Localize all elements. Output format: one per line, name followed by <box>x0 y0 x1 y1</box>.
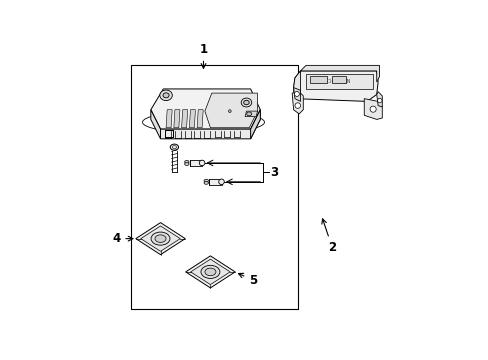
Polygon shape <box>204 93 257 128</box>
Ellipse shape <box>294 103 300 108</box>
Polygon shape <box>185 256 235 288</box>
Text: ƆΛO ᴚN: ƆΛO ᴚN <box>327 78 350 85</box>
Ellipse shape <box>241 98 251 107</box>
Polygon shape <box>181 110 187 128</box>
Polygon shape <box>189 160 202 166</box>
Polygon shape <box>166 110 172 128</box>
Polygon shape <box>197 110 203 128</box>
Ellipse shape <box>203 179 208 182</box>
Polygon shape <box>305 74 372 89</box>
Ellipse shape <box>155 235 166 242</box>
Polygon shape <box>250 110 260 139</box>
Polygon shape <box>364 99 382 120</box>
Polygon shape <box>293 71 377 102</box>
Ellipse shape <box>228 110 231 112</box>
Polygon shape <box>300 66 379 82</box>
Polygon shape <box>150 89 260 129</box>
Ellipse shape <box>294 91 299 96</box>
Polygon shape <box>136 222 185 255</box>
Ellipse shape <box>369 106 375 112</box>
Bar <box>131 66 297 309</box>
Text: 2: 2 <box>321 219 336 255</box>
Polygon shape <box>309 76 326 82</box>
Ellipse shape <box>184 161 189 163</box>
Text: 5: 5 <box>238 273 257 287</box>
Ellipse shape <box>199 160 204 166</box>
Ellipse shape <box>218 179 224 185</box>
Ellipse shape <box>160 90 172 100</box>
Polygon shape <box>141 226 180 251</box>
Ellipse shape <box>184 163 189 166</box>
Polygon shape <box>150 110 160 139</box>
Polygon shape <box>189 110 195 128</box>
Ellipse shape <box>204 268 216 276</box>
Polygon shape <box>190 259 230 284</box>
Polygon shape <box>293 87 300 102</box>
Polygon shape <box>160 110 260 139</box>
Polygon shape <box>292 92 303 114</box>
Polygon shape <box>208 179 221 185</box>
Ellipse shape <box>243 100 249 105</box>
Ellipse shape <box>377 98 381 103</box>
Polygon shape <box>376 92 382 107</box>
Ellipse shape <box>163 93 169 98</box>
Text: 1: 1 <box>199 43 207 68</box>
Polygon shape <box>244 111 257 117</box>
Ellipse shape <box>151 232 170 245</box>
Polygon shape <box>332 76 346 82</box>
Ellipse shape <box>203 181 208 184</box>
Polygon shape <box>293 71 300 102</box>
Ellipse shape <box>246 112 251 116</box>
Ellipse shape <box>170 144 178 150</box>
Polygon shape <box>173 110 180 128</box>
Ellipse shape <box>201 265 220 278</box>
Text: 4: 4 <box>112 232 133 245</box>
Text: 3: 3 <box>269 166 278 179</box>
